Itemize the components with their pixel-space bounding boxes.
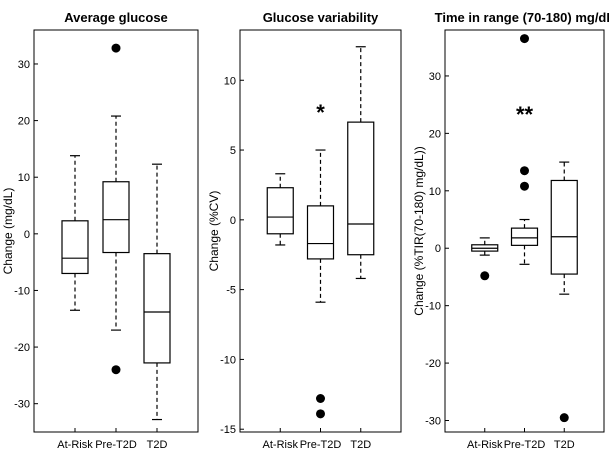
y-tick-label: -20 xyxy=(425,358,441,370)
panel-2-yticks: 10 5 0 -5 -10 -15 xyxy=(220,75,236,436)
y-tick-label: 0 xyxy=(24,229,30,241)
panel-average-glucose: Average glucose Change (mg/dL) 30 20 10 … xyxy=(1,10,199,451)
panel-3-annotation: ** xyxy=(516,102,534,127)
y-tick-label: 10 xyxy=(18,172,30,184)
y-tick-label: -10 xyxy=(14,285,30,297)
box-iqr xyxy=(510,227,539,246)
y-tick-label: -20 xyxy=(14,342,30,354)
box-iqr xyxy=(306,205,335,260)
box-iqr xyxy=(143,253,171,364)
outlier-point xyxy=(480,271,490,281)
outlier-point xyxy=(520,181,529,191)
outlier-point xyxy=(559,413,569,423)
y-tick-label: 20 xyxy=(429,128,441,140)
x-tick-label: At-Risk xyxy=(467,439,503,451)
y-tick-label: -10 xyxy=(220,354,236,366)
panel-1-categories: At-Risk Pre-T2D T2D xyxy=(57,439,167,451)
panel-2-title: Glucose variability xyxy=(263,10,379,25)
box-iqr xyxy=(266,187,294,235)
y-tick-label: 0 xyxy=(230,215,236,227)
outlier-point xyxy=(520,34,529,44)
y-tick-label: 30 xyxy=(429,71,441,83)
y-tick-label: -5 xyxy=(226,285,236,297)
x-tick-label: At-Risk xyxy=(263,439,299,451)
panel-2-boxes xyxy=(266,46,375,419)
panel-1-title: Average glucose xyxy=(64,10,168,25)
y-tick-label: 5 xyxy=(230,145,236,157)
y-tick-label: 20 xyxy=(18,116,30,128)
outlier-point xyxy=(111,365,121,375)
y-tick-label: 10 xyxy=(429,186,441,198)
panel-3-boxes xyxy=(471,34,578,423)
panel-3-ylabel: Change (%TIR(70-180) mg/dL)) xyxy=(412,146,426,315)
x-tick-label: Pre-T2D xyxy=(504,439,546,451)
panel-1-yticks: 30 20 10 0 -10 -20 -30 xyxy=(14,59,30,411)
x-tick-label: T2D xyxy=(147,439,168,451)
panel-2-ylabel: Change (%CV) xyxy=(207,191,221,272)
box-iqr xyxy=(550,179,578,275)
y-tick-label: 30 xyxy=(18,59,30,71)
y-tick-label: -10 xyxy=(425,301,441,313)
panel-2-categories: At-Risk Pre-T2D T2D xyxy=(263,439,372,451)
outlier-point xyxy=(316,394,325,403)
x-tick-label: Pre-T2D xyxy=(300,439,342,451)
panel-3-yticks: 30 20 10 0 -10 -20 -30 xyxy=(425,71,441,428)
outlier-point xyxy=(316,409,325,419)
y-tick-label: -30 xyxy=(14,399,30,411)
y-tick-label: 10 xyxy=(224,75,236,87)
box-iqr xyxy=(102,181,130,254)
x-tick-label: Pre-T2D xyxy=(95,439,137,451)
panel-2-annotation: * xyxy=(316,100,325,125)
y-tick-label: -15 xyxy=(220,424,236,436)
x-tick-label: T2D xyxy=(554,439,575,451)
x-tick-label: At-Risk xyxy=(57,439,93,451)
outlier-point xyxy=(111,43,121,53)
box-iqr xyxy=(347,121,375,256)
y-tick-label: 0 xyxy=(435,243,441,255)
x-tick-label: T2D xyxy=(350,439,371,451)
panel-3-title: Time in range (70-180) mg/dL xyxy=(435,10,609,25)
panel-glucose-variability: Glucose variability Change (%CV) * 10 5 … xyxy=(207,10,402,451)
y-tick-label: -30 xyxy=(425,416,441,428)
panel-3-categories: At-Risk Pre-T2D T2D xyxy=(467,439,575,451)
outlier-point xyxy=(520,166,529,176)
box-iqr xyxy=(61,220,89,275)
panel-1-ylabel: Change (mg/dL) xyxy=(1,188,15,275)
panel-time-in-range: Time in range (70-180) mg/dL Change (%TI… xyxy=(412,10,609,451)
panel-1-boxes xyxy=(61,43,171,421)
